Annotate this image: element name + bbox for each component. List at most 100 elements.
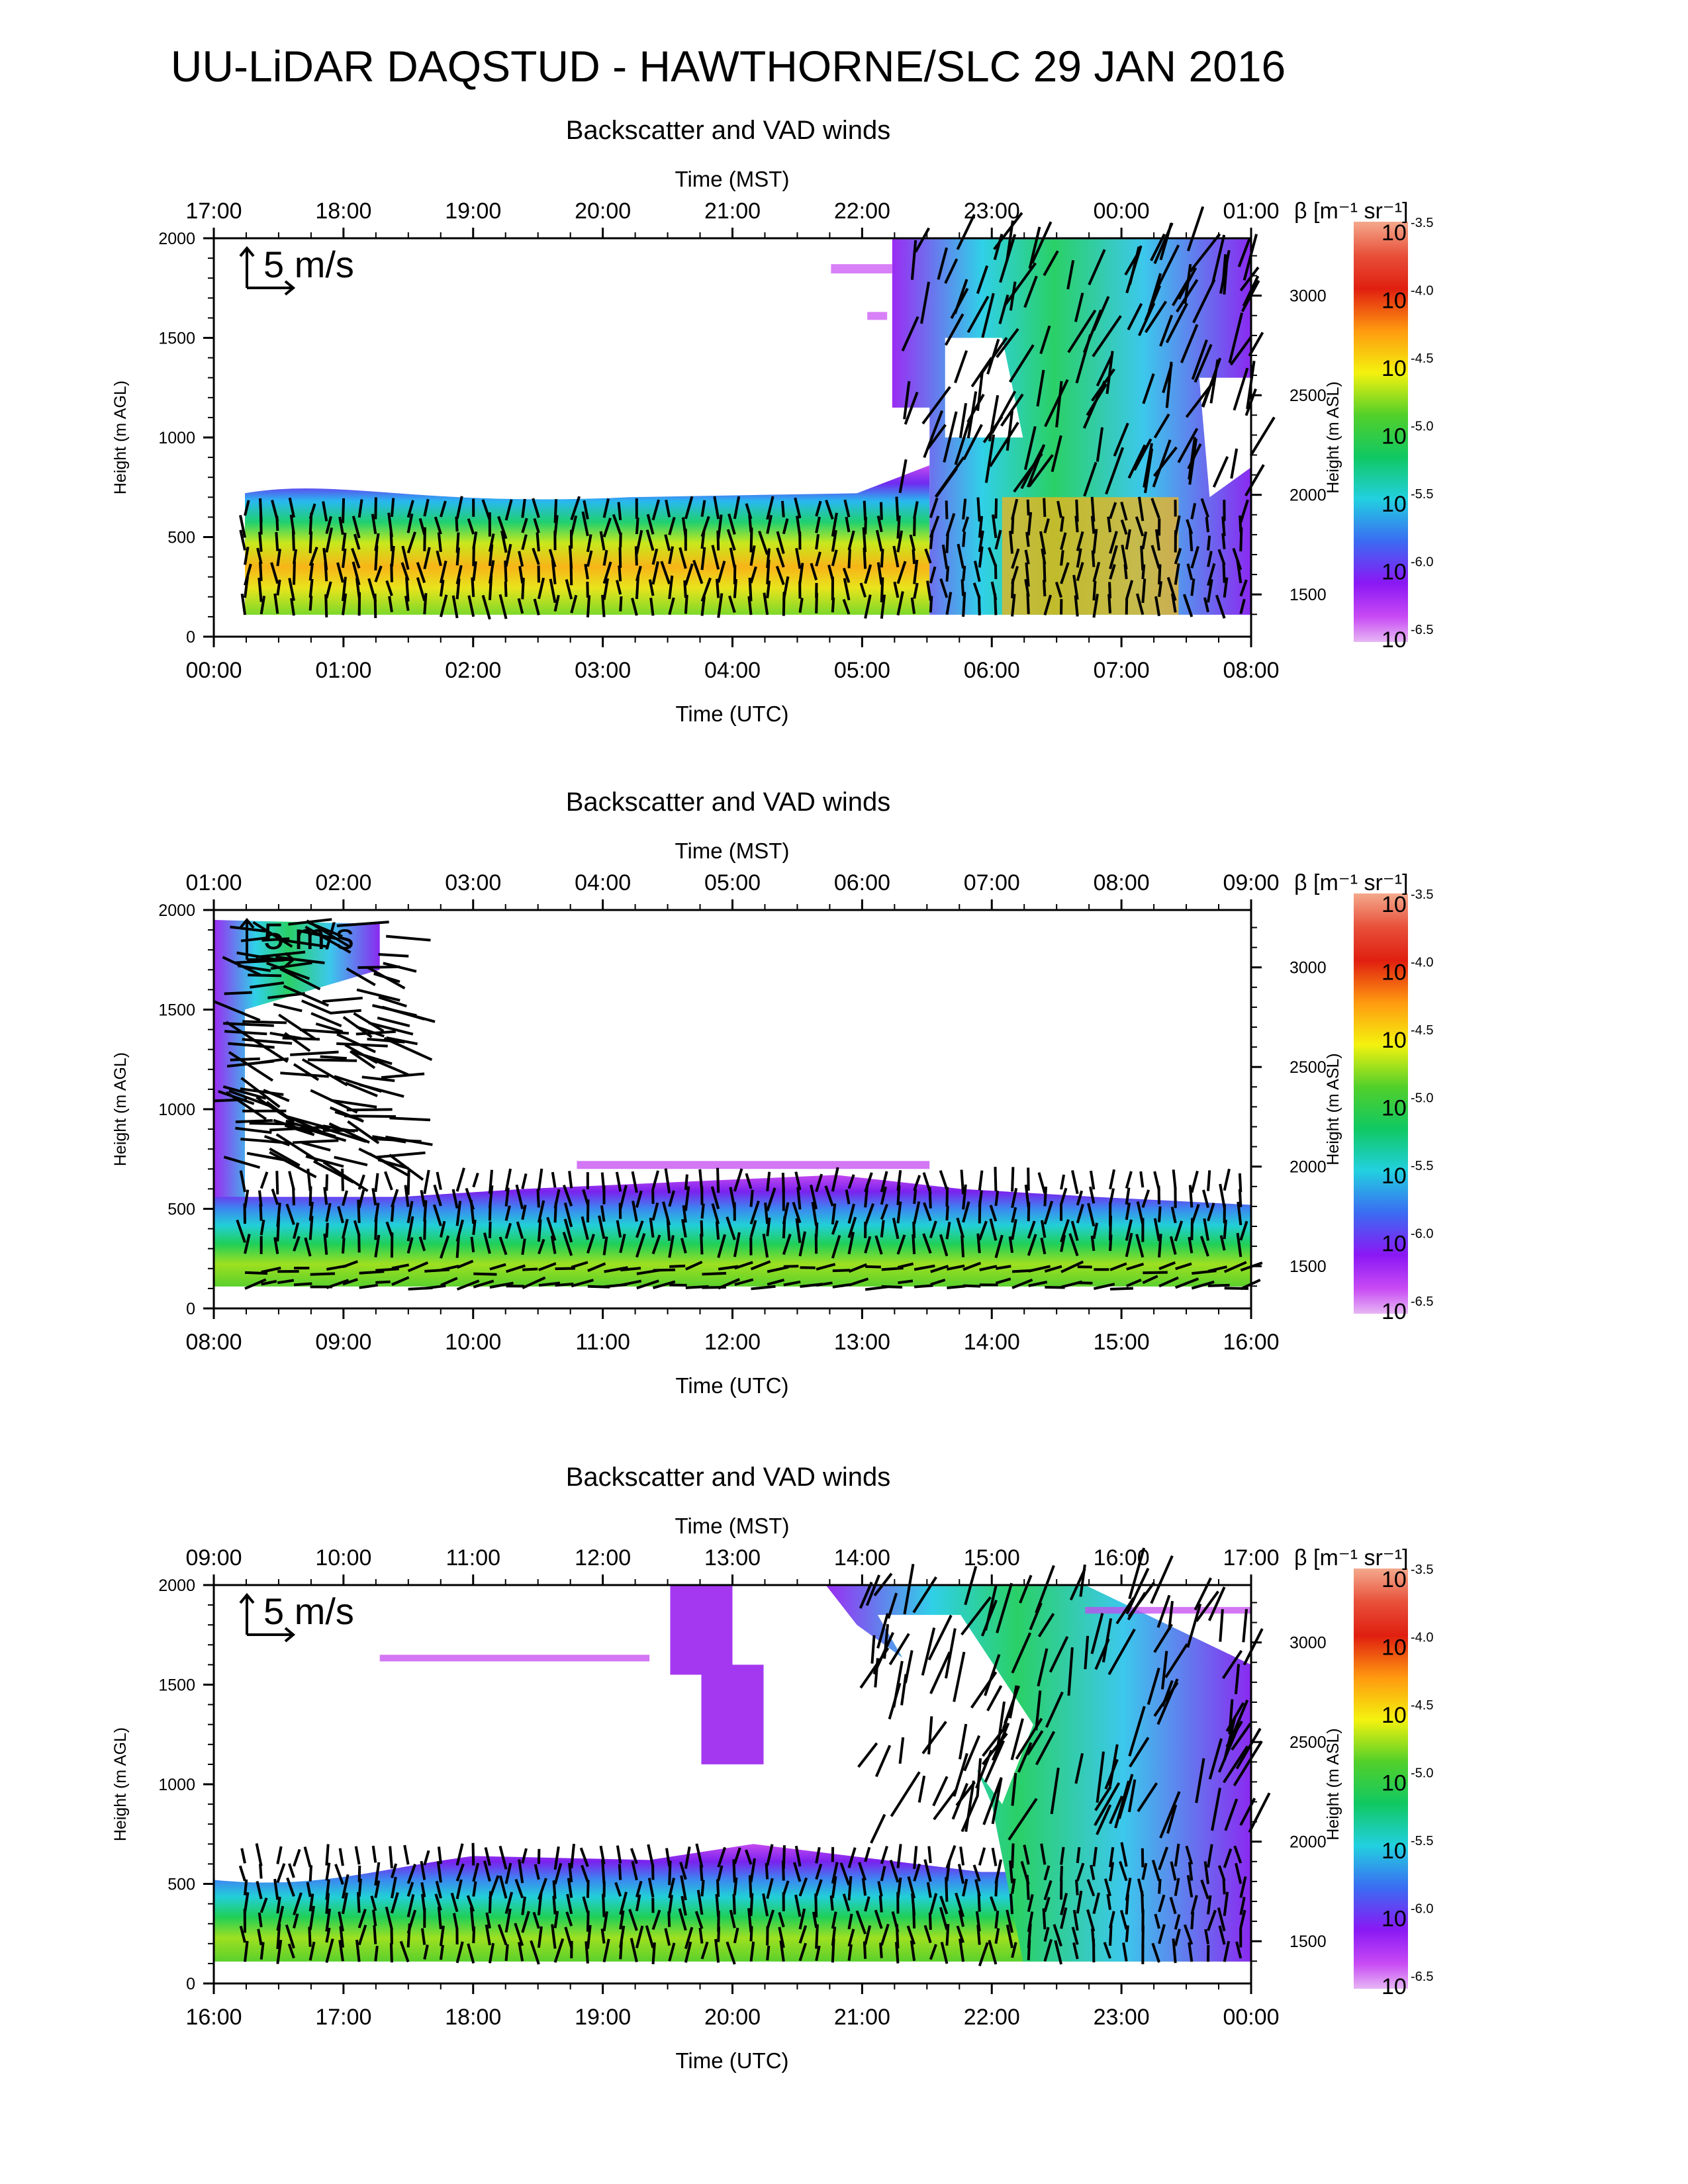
wind-arrow (717, 561, 726, 583)
wind-arrow (930, 1278, 946, 1286)
wind-arrow (1060, 1219, 1070, 1243)
wind-arrow (255, 1843, 263, 1866)
wind-arrow (870, 1635, 876, 1664)
wind-arrow (223, 1156, 261, 1169)
wind-arrow (713, 496, 720, 520)
wind-arrow (680, 1238, 687, 1254)
wind-arrow (483, 1232, 491, 1254)
wind-arrow (306, 1882, 312, 1897)
wind-arrow (923, 1202, 932, 1222)
wind-arrow (921, 386, 951, 425)
wind-arrow (504, 1205, 511, 1221)
wind-arrow (553, 594, 560, 612)
wind-arrow (988, 1940, 998, 1965)
x-tick-label-bottom: 16:00 (1223, 1330, 1279, 1355)
x-tick-label-bottom: 04:00 (704, 658, 761, 683)
wind-arrow (796, 516, 802, 537)
wind-arrow (357, 1865, 361, 1882)
wind-arrow (1143, 443, 1153, 488)
y-tick-label-left: 0 (186, 1975, 195, 1993)
wind-arrow (288, 1863, 295, 1878)
wind-arrow (1174, 1878, 1180, 1896)
wind-arrow (910, 1940, 916, 1962)
wind-arrow (927, 1846, 932, 1864)
wind-arrow (344, 1044, 378, 1064)
wind-arrow (258, 531, 263, 552)
wind-arrow (571, 1279, 594, 1288)
wind-arrow (310, 1272, 336, 1276)
wind-arrow (1221, 1650, 1243, 1680)
wind-arrow (1043, 1865, 1051, 1881)
colorbar-tick: 10 -5.5 (1382, 1834, 1433, 1864)
wind-arrow (553, 499, 558, 523)
wind-arrow (1004, 262, 1037, 306)
wind-arrow (963, 1735, 981, 1772)
wind-arrow (244, 1278, 267, 1290)
wind-arrow (1026, 1730, 1044, 1756)
wind-arrow (990, 581, 998, 600)
x-tick-label-top: 13:00 (704, 1545, 761, 1570)
wind-arrow (1195, 1758, 1205, 1803)
bottom-axis-label: Time (UTC) (675, 702, 788, 726)
wind-arrow (1070, 1220, 1079, 1242)
colorbar-tick-exponent: -4.0 (1411, 1631, 1433, 1645)
wind-arrow (239, 529, 246, 551)
wind-arrow (919, 281, 931, 324)
wind-arrow (1026, 444, 1046, 488)
wind-arrow (747, 596, 753, 615)
wind-arrow (1043, 594, 1053, 615)
wind-arrow (498, 1845, 508, 1870)
wind-arrow (890, 1771, 921, 1817)
wind-arrow (266, 962, 310, 980)
wind-arrow (373, 1925, 377, 1944)
wind-arrow (1128, 246, 1141, 285)
wind-arrow (600, 1928, 606, 1944)
wind-arrow (546, 1216, 557, 1241)
x-tick-label-bottom: 00:00 (185, 658, 242, 683)
wind-arrow (892, 1661, 904, 1708)
wind-arrow (1215, 594, 1226, 619)
cloud-fleck (867, 312, 888, 320)
wind-arrow (815, 1846, 821, 1864)
wind-arrow (424, 1284, 446, 1290)
wind-arrow (1090, 1613, 1104, 1655)
wind-arrow (645, 529, 655, 551)
x-tick-label-bottom: 02:00 (445, 658, 501, 683)
wind-arrow (829, 1895, 834, 1911)
wind-arrow (455, 516, 459, 532)
wind-arrow (1027, 1911, 1034, 1933)
wind-arrow (619, 1185, 628, 1210)
wind-arrow (1108, 1744, 1119, 1787)
wind-arrow (269, 1147, 301, 1167)
wind-arrow (898, 1737, 905, 1764)
wind-arrow (933, 1788, 958, 1821)
wind-arrow (389, 1846, 393, 1869)
wind-arrow (1011, 1942, 1017, 1958)
wind-arrow (563, 1202, 573, 1228)
wind-arrow (1147, 1667, 1160, 1706)
wind-arrow (895, 496, 900, 522)
wind-arrow (649, 1217, 655, 1238)
wind-arrow (766, 1878, 774, 1899)
wind-arrow (1074, 1880, 1079, 1895)
x-tick-label-top: 19:00 (445, 199, 501, 224)
wind-arrow (1043, 1897, 1051, 1913)
wind-arrow (1177, 428, 1199, 463)
wind-arrow (374, 1173, 379, 1193)
wind-arrow (664, 1168, 671, 1194)
wind-arrow (766, 1909, 775, 1930)
wind-arrow (628, 1909, 638, 1931)
wind-arrow (1040, 1843, 1047, 1865)
wind-arrow (1231, 1723, 1252, 1751)
wind-arrow (1035, 1690, 1042, 1731)
wind-arrow (1174, 1914, 1181, 1930)
wind-arrow (698, 1927, 704, 1944)
wind-arrow (581, 1216, 589, 1240)
colorbar-label: β [m⁻¹ sr⁻¹] (1294, 1545, 1409, 1570)
wind-arrow (745, 503, 753, 520)
wind-arrow (1156, 1594, 1171, 1628)
wind-arrow (1158, 1878, 1162, 1894)
x-tick-label-top: 17:00 (185, 199, 242, 224)
wind-arrow (532, 1911, 540, 1929)
wind-arrow (276, 549, 281, 567)
